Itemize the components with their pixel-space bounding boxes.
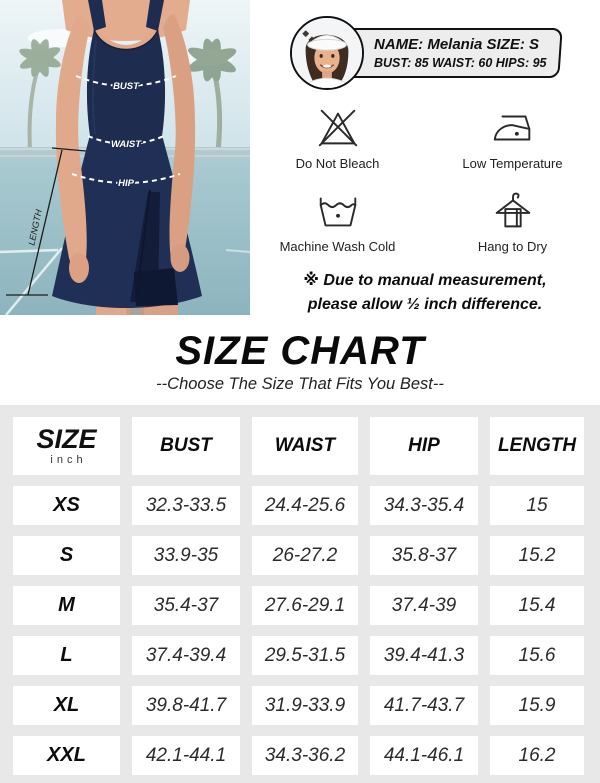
- care-item-low-temperature: Low Temperature: [425, 104, 600, 171]
- row-xl-hip: 41.7-43.7: [370, 686, 478, 725]
- care-label: Hang to Dry: [477, 239, 548, 254]
- dress-photo-illustration: BUST WAIST HIP LENGTH: [0, 0, 250, 315]
- model-arms: [55, 14, 196, 283]
- model-avatar-illustration: [291, 18, 362, 88]
- row-m-waist: 27.6-29.1: [252, 586, 358, 625]
- care-item-hang-to-dry: Hang to Dry: [425, 187, 600, 254]
- iron-low-temperature-icon: [493, 115, 530, 141]
- row-xs-bust: 32.3-33.5: [132, 486, 240, 525]
- row-s-size: S: [13, 536, 120, 575]
- care-label: Low Temperature: [462, 156, 563, 171]
- size-table: SIZE inch BUST WAIST HIP LENGTH XS 32.3-…: [0, 405, 600, 783]
- care-instructions: Do Not Bleach Low Temperature: [250, 104, 600, 254]
- model-info-box: NAME: Melania SIZE: S BUST: 85 WAIST: 60…: [338, 28, 562, 78]
- row-s-waist: 26-27.2: [252, 536, 358, 575]
- measurement-note: ※ Due to manual measurement, please allo…: [303, 269, 546, 317]
- note-line-1: ※ Due to manual measurement,: [303, 272, 547, 289]
- column-header-bust: BUST: [132, 417, 240, 475]
- row-xxl-hip: 44.1-46.1: [370, 736, 478, 775]
- machine-wash-cold-icon: [319, 197, 356, 227]
- row-m-hip: 37.4-39: [370, 586, 478, 625]
- hip-label: HIP: [118, 178, 135, 189]
- palm-tree-left: [19, 39, 61, 151]
- note-line-2: please allow ½ inch difference.: [307, 296, 543, 313]
- size-chart-header: SIZE CHART --Choose The Size That Fits Y…: [0, 329, 600, 394]
- waist-label: WAIST: [111, 139, 142, 150]
- bust-label: BUST: [113, 81, 140, 92]
- row-xl-bust: 39.8-41.7: [132, 686, 240, 725]
- column-header-length: LENGTH: [490, 417, 584, 475]
- top-right-column: NAME: Melania SIZE: S BUST: 85 WAIST: 60…: [250, 0, 600, 315]
- row-xxl-length: 16.2: [490, 736, 584, 775]
- row-l-waist: 29.5-31.5: [252, 636, 358, 675]
- waist-line: [87, 135, 165, 145]
- bust-line: [75, 75, 177, 87]
- page-subtitle: --Choose The Size That Fits You Best--: [156, 375, 444, 393]
- column-header-waist: WAIST: [252, 417, 358, 475]
- care-item-do-not-bleach: Do Not Bleach: [250, 104, 425, 171]
- hang-to-dry-icon: [495, 192, 530, 228]
- row-l-hip: 39.4-41.3: [370, 636, 478, 675]
- row-xl-size: XL: [13, 686, 120, 725]
- row-xl-waist: 31.9-33.9: [252, 686, 358, 725]
- measurement-lines: [71, 75, 181, 184]
- row-m-length: 15.4: [490, 586, 584, 625]
- row-xxl-waist: 34.3-36.2: [252, 736, 358, 775]
- row-s-hip: 35.8-37: [370, 536, 478, 575]
- row-l-size: L: [13, 636, 120, 675]
- row-xl-length: 15.9: [490, 686, 584, 725]
- row-l-length: 15.6: [490, 636, 584, 675]
- row-xs-waist: 24.4-25.6: [252, 486, 358, 525]
- model-info-card: NAME: Melania SIZE: S BUST: 85 WAIST: 60…: [289, 16, 562, 90]
- palm-tree-right: [187, 38, 237, 153]
- model-measurements: BUST: 85 WAIST: 60 HIPS: 95: [373, 56, 547, 70]
- care-item-machine-wash-cold: Machine Wash Cold: [250, 187, 425, 254]
- model-avatar: [289, 16, 364, 90]
- row-m-size: M: [13, 586, 120, 625]
- hip-line: [71, 173, 181, 184]
- row-s-length: 15.2: [490, 536, 584, 575]
- size-header-text: SIZE: [36, 424, 97, 454]
- row-xxl-size: XXL: [13, 736, 120, 775]
- row-xs-size: XS: [13, 486, 120, 525]
- model-name-size: NAME: Melania SIZE: S: [373, 36, 539, 53]
- top-section: BUST WAIST HIP LENGTH: [0, 0, 600, 315]
- size-unit-text: inch: [50, 454, 87, 466]
- row-xs-hip: 34.3-35.4: [370, 486, 478, 525]
- row-l-bust: 37.4-39.4: [132, 636, 240, 675]
- do-not-bleach-icon: [318, 109, 357, 147]
- dress-measurement-photo: BUST WAIST HIP LENGTH: [0, 0, 250, 315]
- column-header-hip: HIP: [370, 417, 478, 475]
- care-label: Machine Wash Cold: [279, 239, 396, 254]
- row-m-bust: 35.4-37: [132, 586, 240, 625]
- length-annotation: [6, 147, 87, 296]
- row-xxl-bust: 42.1-44.1: [132, 736, 240, 775]
- under-shorts: [134, 268, 178, 306]
- page-title: SIZE CHART: [175, 329, 425, 373]
- row-s-bust: 33.9-35: [132, 536, 240, 575]
- column-header-size: SIZE inch: [13, 417, 120, 475]
- care-label: Do Not Bleach: [295, 156, 380, 171]
- visor-brim: [306, 38, 347, 51]
- row-xs-length: 15: [490, 486, 584, 525]
